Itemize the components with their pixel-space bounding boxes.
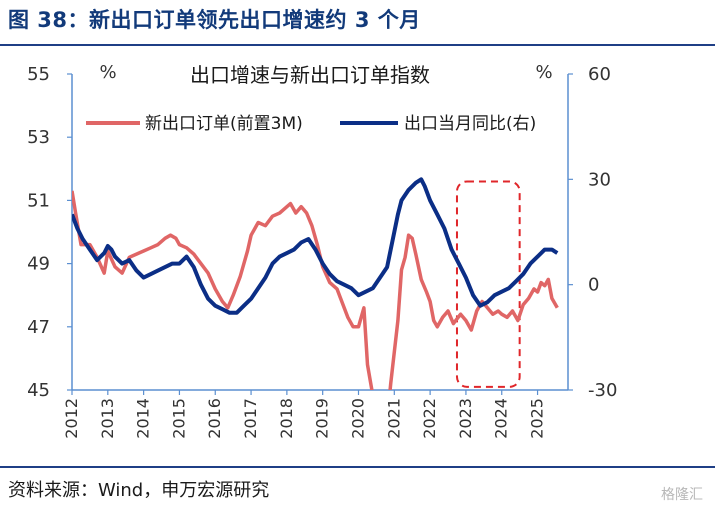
- x-tick-label: 2017: [241, 398, 260, 439]
- figure-title: 图 38：新出口订单领先出口增速约 3 个月: [8, 8, 421, 32]
- x-tick-label: 2018: [277, 398, 296, 439]
- series-lines-group: [72, 177, 559, 390]
- source-note: 资料来源：Wind，申万宏源研究: [8, 480, 270, 501]
- x-tick-label: 2024: [492, 398, 511, 439]
- x-tick-label: 2015: [169, 398, 188, 439]
- x-tick-label: 2023: [456, 398, 475, 439]
- x-tick-label: 2025: [528, 398, 547, 439]
- x-tick-label: 2021: [384, 398, 403, 439]
- series-line-new-orders: [72, 190, 559, 390]
- right-tick-label: 30: [588, 169, 611, 190]
- right-unit-label: %: [535, 62, 552, 83]
- x-tick-label: 2013: [98, 398, 117, 439]
- axes-group: 45 47 49 51 53 55 -30 0 30 60 2012 2013 2014 2015 2016…: [27, 64, 617, 439]
- title-divider: [0, 44, 715, 46]
- x-tick-label: 2019: [313, 398, 332, 439]
- watermark-logo: 格隆汇: [661, 487, 703, 503]
- source-divider: [0, 466, 715, 468]
- x-tick-label: 2016: [205, 398, 224, 439]
- left-tick-label: 53: [27, 127, 50, 148]
- left-unit-label: %: [99, 62, 116, 83]
- x-tick-label: 2020: [348, 398, 367, 439]
- right-tick-label: 0: [588, 275, 599, 296]
- x-tick-label: 2014: [134, 398, 153, 439]
- highlight-box-group: [455, 180, 521, 388]
- left-tick-label: 51: [27, 190, 50, 211]
- legend-label-exports: 出口当月同比(右): [404, 114, 536, 134]
- right-tick-label: -30: [588, 380, 617, 401]
- chart-area: 45 47 49 51 53 55 -30 0 30 60 2012 2013 2014 2015 2016…: [27, 62, 617, 439]
- left-tick-label: 49: [27, 254, 50, 275]
- left-tick-label: 55: [27, 64, 50, 85]
- left-tick-label: 47: [27, 317, 50, 338]
- right-tick-label: 60: [588, 64, 611, 85]
- legend: 新出口订单(前置3M) 出口当月同比(右): [86, 114, 536, 134]
- legend-label-new-orders: 新出口订单(前置3M): [145, 114, 303, 134]
- x-tick-label: 2022: [420, 398, 439, 439]
- chart-title: 出口增速与新出口订单指数: [190, 63, 430, 87]
- x-tick-label: 2012: [62, 398, 81, 439]
- highlight-box: [455, 180, 521, 388]
- series-line-exports: [72, 177, 559, 315]
- left-tick-label: 45: [27, 380, 50, 401]
